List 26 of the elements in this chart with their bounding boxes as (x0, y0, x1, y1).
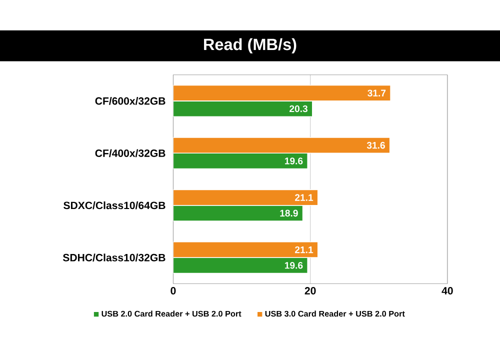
legend-label: USB 3.0 Card Reader + USB 2.0 Port (265, 310, 405, 317)
bar (173, 189, 318, 206)
bar (173, 100, 313, 118)
data-label: 31.6 (366, 142, 385, 149)
bar (173, 85, 391, 102)
bar (173, 152, 308, 170)
data-label: 21.1 (295, 246, 314, 254)
y-tick-label: SDHC/Class10/32GB (62, 254, 166, 262)
chart-title: Read (MB/s) (204, 38, 296, 54)
data-label: 21.1 (295, 194, 314, 201)
legend-label: USB 2.0 Card Reader + USB 2.0 Port (102, 310, 242, 317)
y-tick-label: CF/600x/32GB (95, 97, 166, 105)
bar (173, 242, 318, 258)
data-label: 18.9 (280, 210, 298, 217)
bar (173, 137, 390, 154)
bar (173, 257, 308, 274)
y-tick-label: SDXC/Class10/64GB (64, 202, 166, 210)
y-tick-label: CF/400x/32GB (95, 149, 166, 158)
x-tick-label: 20 (304, 287, 316, 295)
x-tick-label: 40 (442, 287, 453, 295)
bar (173, 205, 304, 222)
data-label: 19.6 (285, 262, 303, 269)
data-label: 19.6 (285, 158, 303, 164)
x-tick-label: 0 (170, 287, 176, 295)
data-label: 31.7 (368, 90, 386, 97)
data-label: 20.3 (290, 105, 308, 112)
